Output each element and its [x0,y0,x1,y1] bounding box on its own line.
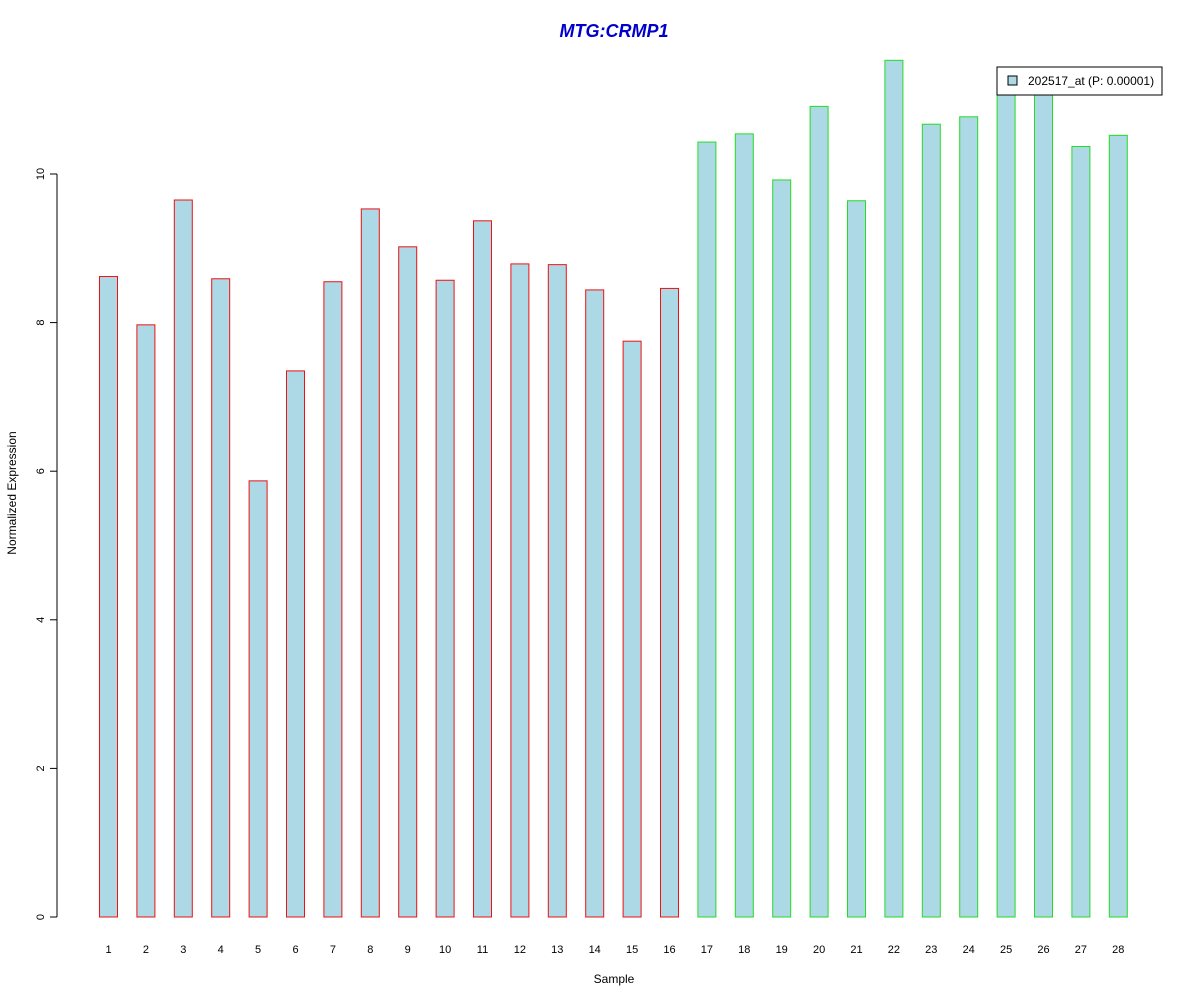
bar-sample-27 [1071,146,1091,918]
bar-sample-20 [809,105,829,918]
x-tick-label: 28 [1112,944,1124,956]
bar-sample-21 [847,200,866,918]
bar-sample-12 [510,263,530,918]
bar-sample-28 [1108,134,1128,918]
bar-sample-11 [473,220,492,918]
bar-sample-19 [772,179,792,918]
bar-sample-5 [248,480,268,918]
bar-sample-13 [547,264,567,918]
bar-sample-3 [173,199,193,918]
bar-sample-4 [211,278,231,918]
y-tick-label: 2 [35,765,47,771]
bar-sample-16 [660,287,679,918]
bar-sample-7 [323,281,343,918]
y-tick-label: 0 [35,914,47,920]
x-tick-label: 22 [888,944,900,956]
y-tick-label: 6 [35,468,47,474]
x-tick-label: 17 [701,944,713,956]
x-tick-label: 23 [925,944,937,956]
x-tick-label: 4 [218,944,224,956]
x-tick-label: 14 [589,944,601,956]
bar-sample-2 [136,324,156,918]
x-tick-label: 12 [514,944,526,956]
x-tick-label: 13 [551,944,563,956]
x-tick-label: 3 [180,944,186,956]
x-tick-label: 10 [439,944,451,956]
y-tick-label: 4 [35,617,47,623]
x-tick-label: 26 [1037,944,1049,956]
x-tick-labels: 1 2 3 4 5 6 7 8 9 10 11 12 13 14 15 16 17 18 19 20 21 22 23 24 2… [105,944,1124,956]
x-tick-label: 6 [292,944,298,956]
x-tick-label: 7 [330,944,336,956]
bar-sample-23 [921,123,941,918]
y-axis: 0 2 4 6 8 10 [35,168,58,920]
x-tick-label: 27 [1075,944,1087,956]
bar-sample-24 [959,116,979,918]
x-tick-label: 2 [143,944,149,956]
x-tick-label: 24 [963,944,975,956]
legend-swatch [1007,75,1018,86]
x-tick-label: 16 [663,944,675,956]
bar-sample-9 [398,246,418,918]
x-tick-label: 5 [255,944,261,956]
bar-sample-25 [996,92,1016,918]
bar-sample-14 [585,289,605,918]
bars-group [99,59,1128,918]
x-tick-label: 21 [850,944,862,956]
x-axis-label: Sample [594,972,635,986]
y-axis-label: Normalized Expression [5,431,19,554]
bar-sample-18 [734,133,754,918]
y-tick-label: 8 [35,320,47,326]
x-tick-label: 19 [776,944,788,956]
bar-sample-10 [435,279,455,918]
bar-sample-1 [99,276,118,918]
bar-sample-8 [360,208,380,918]
x-tick-label: 15 [626,944,638,956]
x-tick-label: 8 [367,944,373,956]
bar-sample-15 [622,340,642,918]
chart-title: MTG:CRMP1 [560,21,669,41]
x-tick-label: 25 [1000,944,1012,956]
bar-sample-17 [697,141,717,918]
legend-entry: 202517_at (P: 0.00001) [1028,74,1154,88]
bar-sample-26 [1034,92,1053,918]
legend: 202517_at (P: 0.00001) [996,66,1163,96]
y-tick-label: 10 [35,168,47,180]
bar-sample-6 [286,370,305,918]
x-tick-label: 20 [813,944,825,956]
bar-sample-22 [884,59,904,918]
x-tick-label: 11 [477,944,488,956]
x-tick-label: 1 [105,944,111,956]
legend-box [996,66,1163,96]
x-tick-label: 9 [405,944,411,956]
x-tick-label: 18 [738,944,750,956]
